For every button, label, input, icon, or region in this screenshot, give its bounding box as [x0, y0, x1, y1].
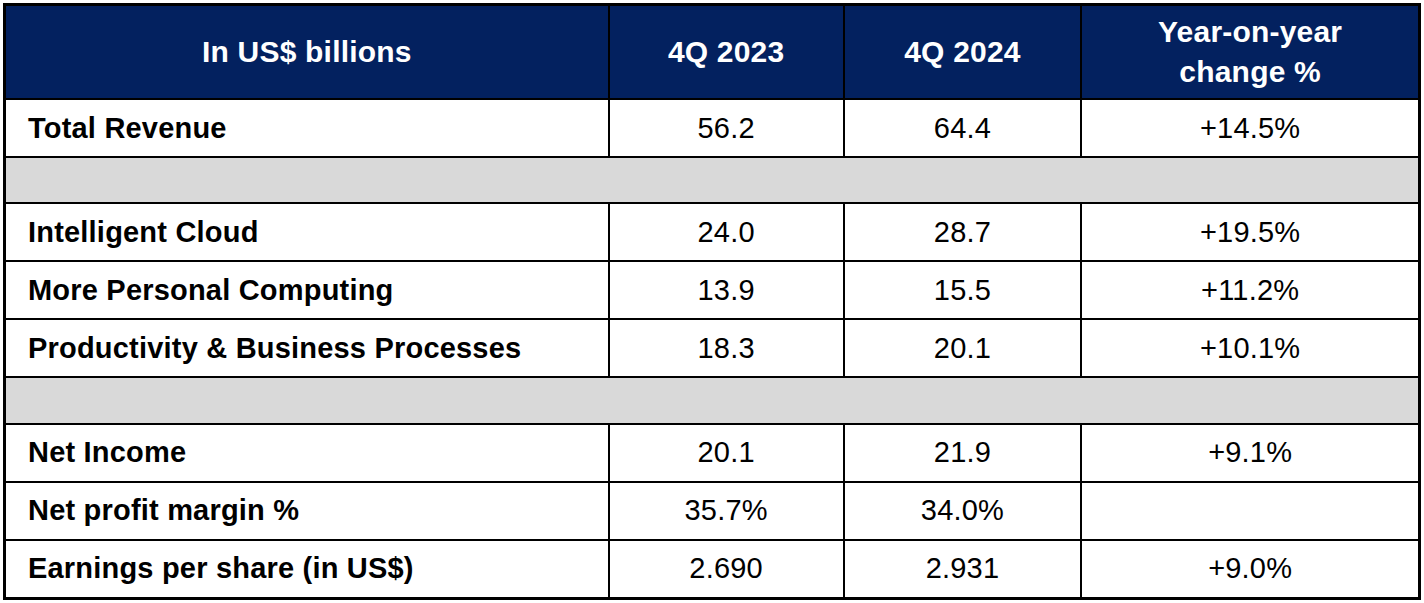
page: In US$ billions 4Q 2023 4Q 2024 Year-on-… — [0, 0, 1424, 603]
value-4q2023: 56.2 — [609, 99, 844, 157]
row-label: Net profit margin % — [5, 482, 609, 540]
value-yoy: +9.0% — [1081, 540, 1419, 599]
column-header-yoy-change: Year-on-year change % — [1081, 5, 1419, 100]
value-yoy: +10.1% — [1081, 319, 1419, 377]
column-header-4q2023: 4Q 2023 — [609, 5, 844, 100]
value-4q2023: 2.690 — [609, 540, 844, 599]
value-4q2024: 21.9 — [844, 424, 1082, 482]
column-header-metric: In US$ billions — [5, 5, 609, 100]
value-4q2024: 2.931 — [844, 540, 1082, 599]
value-4q2024: 28.7 — [844, 203, 1082, 261]
table-row-net-profit-margin: Net profit margin % 35.7% 34.0% — [5, 482, 1420, 540]
value-4q2023: 20.1 — [609, 424, 844, 482]
value-yoy: +9.1% — [1081, 424, 1419, 482]
value-4q2024: 15.5 — [844, 261, 1082, 319]
value-4q2024: 20.1 — [844, 319, 1082, 377]
table-row-intelligent-cloud: Intelligent Cloud 24.0 28.7 +19.5% — [5, 203, 1420, 261]
table-row-productivity-business-processes: Productivity & Business Processes 18.3 2… — [5, 319, 1420, 377]
financials-table: In US$ billions 4Q 2023 4Q 2024 Year-on-… — [3, 3, 1421, 600]
row-label: More Personal Computing — [5, 261, 609, 319]
spacer-cell — [5, 377, 1420, 423]
table-row-total-revenue: Total Revenue 56.2 64.4 +14.5% — [5, 99, 1420, 157]
table-row-net-income: Net Income 20.1 21.9 +9.1% — [5, 424, 1420, 482]
row-label: Total Revenue — [5, 99, 609, 157]
row-label: Productivity & Business Processes — [5, 319, 609, 377]
spacer-row — [5, 377, 1420, 423]
row-label: Intelligent Cloud — [5, 203, 609, 261]
row-label: Earnings per share (in US$) — [5, 540, 609, 599]
value-yoy-empty — [1081, 482, 1419, 540]
value-yoy: +14.5% — [1081, 99, 1419, 157]
row-label: Net Income — [5, 424, 609, 482]
value-yoy: +19.5% — [1081, 203, 1419, 261]
value-4q2024: 34.0% — [844, 482, 1082, 540]
spacer-row — [5, 157, 1420, 203]
table-row-more-personal-computing: More Personal Computing 13.9 15.5 +11.2% — [5, 261, 1420, 319]
value-4q2023: 24.0 — [609, 203, 844, 261]
value-4q2023: 18.3 — [609, 319, 844, 377]
header-row: In US$ billions 4Q 2023 4Q 2024 Year-on-… — [5, 5, 1420, 100]
value-4q2023: 13.9 — [609, 261, 844, 319]
value-4q2024: 64.4 — [844, 99, 1082, 157]
spacer-cell — [5, 157, 1420, 203]
value-4q2023: 35.7% — [609, 482, 844, 540]
table-row-earnings-per-share: Earnings per share (in US$) 2.690 2.931 … — [5, 540, 1420, 599]
value-yoy: +11.2% — [1081, 261, 1419, 319]
column-header-4q2024: 4Q 2024 — [844, 5, 1082, 100]
